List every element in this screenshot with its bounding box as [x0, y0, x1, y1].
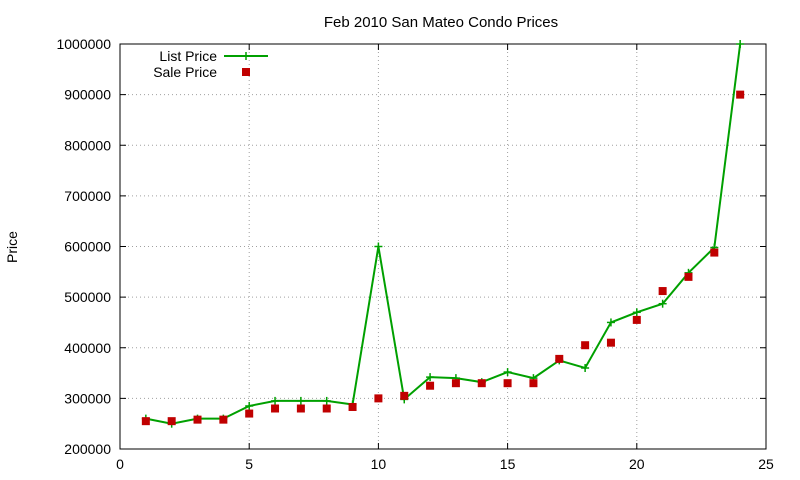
sale-price-point: [141, 417, 150, 426]
x-tick-label: 20: [629, 456, 645, 472]
x-tick-label: 0: [116, 456, 124, 472]
sale-price-point: [374, 394, 383, 403]
sale-price-point: [477, 379, 486, 388]
series-list-price: [141, 40, 745, 428]
sale-price-point: [529, 379, 538, 388]
x-tick-label: 10: [371, 456, 387, 472]
sale-price-point: [581, 341, 590, 350]
sale-price-point: [710, 248, 719, 257]
list-price-point: [271, 396, 280, 405]
y-tick-label: 500000: [64, 289, 111, 305]
list-price-point: [296, 396, 305, 405]
y-tick-label: 800000: [64, 137, 111, 153]
sale-price-point: [245, 409, 254, 418]
y-tick-label: 200000: [64, 441, 111, 457]
grid: [120, 44, 766, 449]
list-price-point: [736, 40, 745, 48]
sale-price-point: [296, 404, 305, 413]
x-tick-label: 15: [500, 456, 516, 472]
y-tick-label: 700000: [64, 188, 111, 204]
sale-price-point: [426, 381, 435, 390]
x-tick-label: 25: [758, 456, 774, 472]
list-price-line: [145, 43, 742, 425]
list-price-point: [374, 242, 383, 251]
y-tick-label: 400000: [64, 340, 111, 356]
y-tick-label: 1000000: [56, 36, 111, 52]
y-tick-label: 900000: [64, 87, 111, 103]
list-price-point: [632, 308, 641, 317]
sale-price-point: [271, 404, 280, 413]
sale-price-point: [736, 90, 745, 99]
sale-price-point: [658, 287, 667, 296]
sale-price-point: [322, 404, 331, 413]
sale-price-point: [606, 338, 615, 347]
chart-title: Feb 2010 San Mateo Condo Prices: [324, 14, 558, 31]
sale-price-point: [451, 379, 460, 388]
sale-price-point: [632, 315, 641, 324]
sale-price-point: [193, 415, 202, 424]
list-price-point: [322, 396, 331, 405]
sale-price-point: [400, 391, 409, 400]
legend-square-marker: [242, 68, 250, 76]
series-layer: [141, 40, 745, 428]
x-tick-label: 5: [245, 456, 253, 472]
sale-price-point: [219, 415, 228, 424]
y-tick-label: 600000: [64, 239, 111, 255]
list-price-point: [581, 364, 590, 372]
series-sale-price: [141, 90, 745, 426]
legend-label: List Price: [159, 48, 217, 64]
sale-price-point: [167, 417, 176, 426]
list-price-point: [245, 401, 254, 410]
plot-frame: [119, 43, 767, 450]
list-price-point: [606, 318, 615, 327]
list-price-point: [503, 368, 512, 377]
axis-ticks: 0 5 10 15 20 25 200000 300000 400000 500000 600000…: [56, 36, 774, 472]
y-axis-label: Price: [4, 231, 20, 263]
sale-price-point: [555, 354, 564, 363]
sale-price-point: [348, 402, 357, 411]
legend-plus-marker: [242, 52, 250, 60]
legend-label: Sale Price: [153, 64, 217, 80]
sale-price-point: [684, 272, 693, 281]
y-tick-label: 300000: [64, 390, 111, 406]
list-price-point: [426, 373, 435, 382]
list-price-point: [658, 299, 667, 308]
sale-price-point: [503, 379, 512, 388]
